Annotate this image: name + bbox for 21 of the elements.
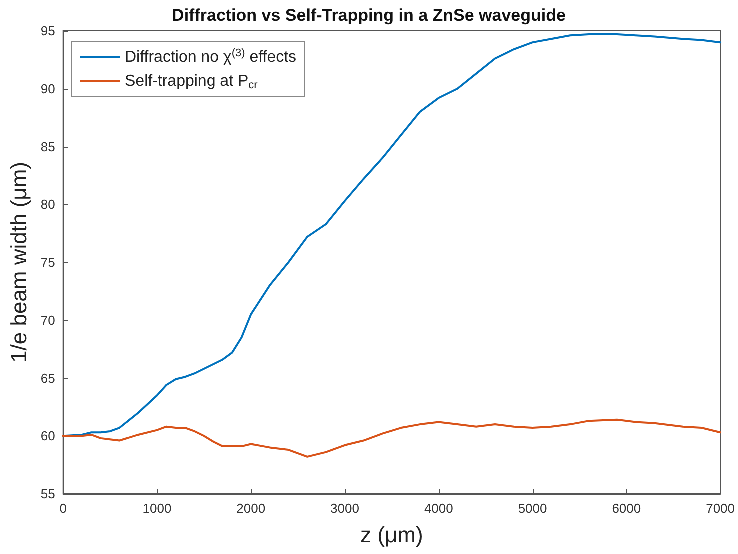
y-tick-label: 70 [40, 312, 56, 328]
x-tick-label: 0 [60, 501, 67, 516]
x-tick-label: 7000 [706, 501, 735, 516]
y-axis-title: 1/e beam width (μm) [6, 162, 32, 363]
y-tick-label: 55 [40, 486, 56, 502]
y-tick-label: 80 [40, 197, 56, 212]
line-series [62, 418, 722, 458]
x-tick-label: 2000 [236, 501, 266, 516]
x-tick-label: 6000 [612, 501, 642, 516]
y-tick-label: 75 [40, 255, 56, 270]
x-tick-label: 1000 [142, 501, 172, 516]
x-tick-label: 3000 [330, 501, 360, 516]
y-tick-label: 90 [40, 81, 56, 96]
chart-title: Diffraction vs Self-Trapping in a ZnSe waveguide [172, 6, 566, 25]
x-tick-label: 5000 [518, 501, 548, 516]
y-tick-label: 85 [40, 139, 56, 154]
y-tick-label: 60 [40, 428, 56, 444]
x-tick-label: 4000 [424, 501, 454, 516]
x-axis-title: z (μm) [360, 522, 424, 548]
y-tick-label: 95 [40, 24, 56, 38]
y-tick-label: 65 [40, 370, 56, 386]
